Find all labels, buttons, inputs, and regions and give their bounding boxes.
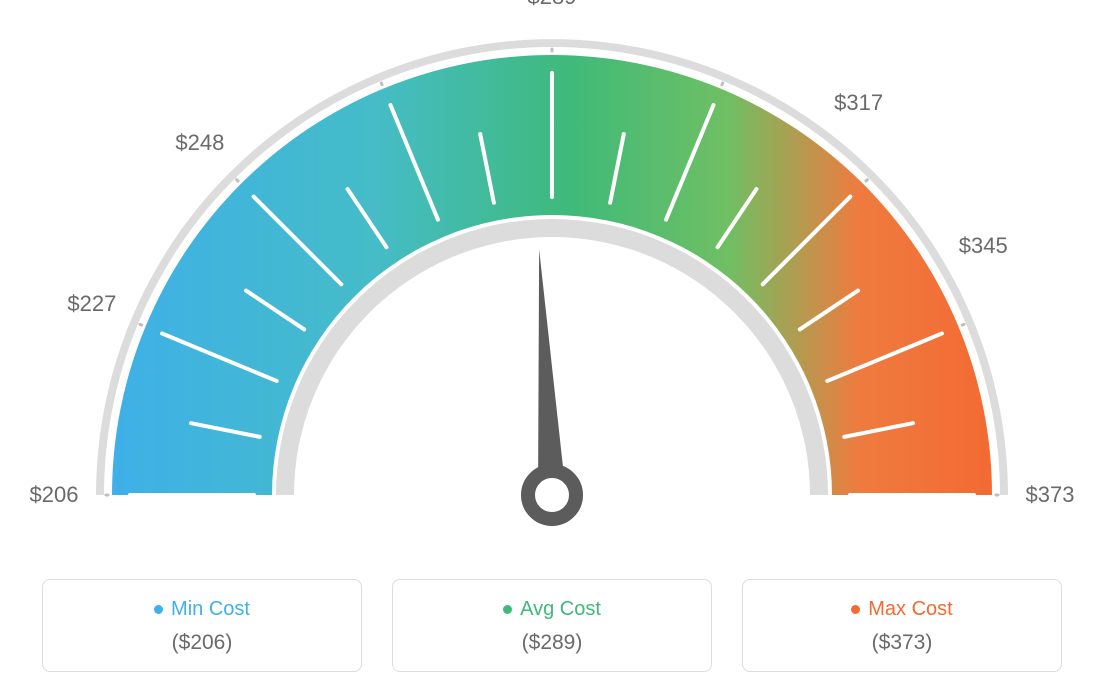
legend-card-max: Max Cost ($373)	[742, 579, 1062, 672]
legend-title-text: Avg Cost	[520, 598, 601, 621]
legend-title-max: Max Cost	[851, 598, 952, 621]
legend-title-text: Max Cost	[868, 598, 952, 621]
gauge-container: $206 $227 $248 $289 $317 $345 $373	[0, 0, 1104, 560]
legend-value-min: ($206)	[53, 631, 351, 655]
legend-card-min: Min Cost ($206)	[42, 579, 362, 672]
dot-icon	[851, 605, 860, 614]
gauge-tick-label: $317	[834, 90, 883, 116]
gauge-svg	[0, 0, 1104, 560]
legend-value-max: ($373)	[753, 631, 1051, 655]
legend-title-text: Min Cost	[171, 598, 250, 621]
legend-title-avg: Avg Cost	[503, 598, 601, 621]
dot-icon	[154, 605, 163, 614]
dot-icon	[503, 605, 512, 614]
legend-row: Min Cost ($206) Avg Cost ($289) Max Cost…	[0, 579, 1104, 672]
gauge-tick-label: $227	[67, 291, 116, 317]
gauge-tick-label: $345	[959, 233, 1008, 259]
gauge-tick-label: $206	[30, 482, 79, 508]
gauge-tick-label: $289	[528, 0, 577, 10]
gauge-tick-label: $248	[175, 130, 224, 156]
legend-value-avg: ($289)	[403, 631, 701, 655]
gauge-tick-label: $373	[1026, 482, 1075, 508]
legend-title-min: Min Cost	[154, 598, 250, 621]
legend-card-avg: Avg Cost ($289)	[392, 579, 712, 672]
